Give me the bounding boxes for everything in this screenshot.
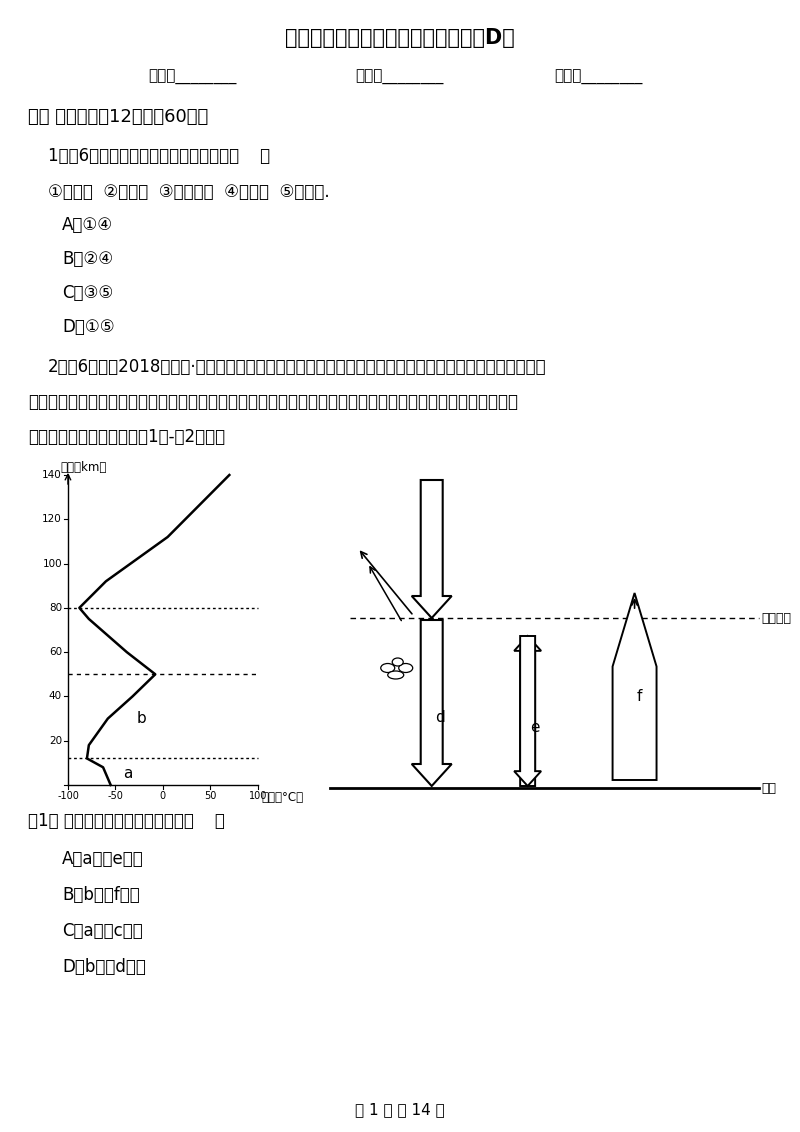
Text: 140: 140 xyxy=(42,470,62,480)
Text: D．①⑤: D．①⑤ xyxy=(62,318,114,336)
Text: 第 1 页 共 14 页: 第 1 页 共 14 页 xyxy=(355,1101,445,1117)
Text: f: f xyxy=(637,689,642,704)
Text: ①太阳系  ②地月系  ③河外星系  ④銀河系  ⑤总星系.: ①太阳系 ②地月系 ③河外星系 ④銀河系 ⑤总星系. xyxy=(48,183,330,201)
Text: 姓名：________: 姓名：________ xyxy=(148,70,236,85)
Text: 80: 80 xyxy=(49,603,62,612)
Text: 大气上界: 大气上界 xyxy=(762,611,791,625)
Ellipse shape xyxy=(381,663,394,672)
Text: 120: 120 xyxy=(42,514,62,524)
Polygon shape xyxy=(412,620,452,786)
Polygon shape xyxy=(613,593,657,780)
Text: b: b xyxy=(136,711,146,726)
Text: 20: 20 xyxy=(49,736,62,746)
Text: 2．（6分）（2018高一上·杭州期中）有科学家通过实验提供了治理全球变暖的新视角，其主要是向高空发: 2．（6分）（2018高一上·杭州期中）有科学家通过实验提供了治理全球变暖的新视… xyxy=(48,358,546,376)
Text: 40: 40 xyxy=(49,692,62,702)
Text: 高度（km）: 高度（km） xyxy=(60,461,106,474)
Text: 60: 60 xyxy=(49,648,62,658)
Text: 班级：________: 班级：________ xyxy=(354,70,443,85)
Text: -50: -50 xyxy=(107,791,123,801)
Text: B．b层的f减小: B．b层的f减小 xyxy=(62,886,140,904)
Text: 一、 单选题（內12题；內60分）: 一、 单选题（內12题；內60分） xyxy=(28,108,208,126)
Ellipse shape xyxy=(388,671,404,679)
Text: 地面: 地面 xyxy=(762,781,777,795)
Ellipse shape xyxy=(392,658,403,666)
Polygon shape xyxy=(412,480,452,618)
Text: C．③⑤: C．③⑤ xyxy=(62,284,114,302)
Text: e: e xyxy=(530,720,539,735)
Text: 1．（6分）「星系」级别的天体系统是（    ）: 1．（6分）「星系」级别的天体系统是（ ） xyxy=(48,147,270,165)
Text: 温度（°C）: 温度（°C） xyxy=(262,791,304,804)
Text: 臭氧层。结合下图，完成（1）-（2）题。: 臭氧层。结合下图，完成（1）-（2）题。 xyxy=(28,428,225,446)
Text: B．②④: B．②④ xyxy=(62,250,113,268)
Text: 銀川市高一上学期地理期中考试试卷D卷: 銀川市高一上学期地理期中考试试卷D卷 xyxy=(285,28,514,48)
Ellipse shape xyxy=(398,663,413,672)
Text: -100: -100 xyxy=(57,791,79,801)
Text: 成绩：________: 成绩：________ xyxy=(554,70,643,85)
Text: A．a层的e增大: A．a层的e增大 xyxy=(62,850,144,868)
Polygon shape xyxy=(514,636,541,786)
Text: C．a层的c减小: C．a层的c减小 xyxy=(62,921,142,940)
Text: d: d xyxy=(434,711,445,726)
Text: 100: 100 xyxy=(42,558,62,568)
Text: 50: 50 xyxy=(204,791,217,801)
Text: 0: 0 xyxy=(160,791,166,801)
Text: 射一颗热气球，这颗热气球在平流层喷射雾状的金刚石粉、氧化铝、方解石等物质，进而能冷却地球的同时修复: 射一颗热气球，这颗热气球在平流层喷射雾状的金刚石粉、氧化铝、方解石等物质，进而能… xyxy=(28,393,518,411)
Text: a: a xyxy=(123,766,132,781)
Text: 100: 100 xyxy=(249,791,267,801)
Text: （1） 全球变暖的产生主要是因为（    ）: （1） 全球变暖的产生主要是因为（ ） xyxy=(28,812,225,830)
Text: D．b层的d增大: D．b层的d增大 xyxy=(62,958,146,976)
Polygon shape xyxy=(514,636,541,786)
Text: A．①④: A．①④ xyxy=(62,216,113,234)
